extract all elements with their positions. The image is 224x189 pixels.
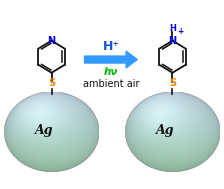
- Text: Ag: Ag: [35, 124, 54, 137]
- Text: H⁺: H⁺: [102, 40, 119, 53]
- Text: +: +: [178, 27, 184, 36]
- FancyArrowPatch shape: [84, 51, 137, 68]
- Text: N: N: [168, 36, 177, 46]
- Text: ambient air: ambient air: [83, 79, 139, 89]
- Text: H: H: [169, 24, 176, 33]
- Text: hν: hν: [104, 67, 118, 77]
- Text: S: S: [169, 78, 176, 88]
- Text: N: N: [47, 36, 56, 46]
- Text: Ag: Ag: [156, 124, 175, 137]
- Text: S: S: [48, 78, 55, 88]
